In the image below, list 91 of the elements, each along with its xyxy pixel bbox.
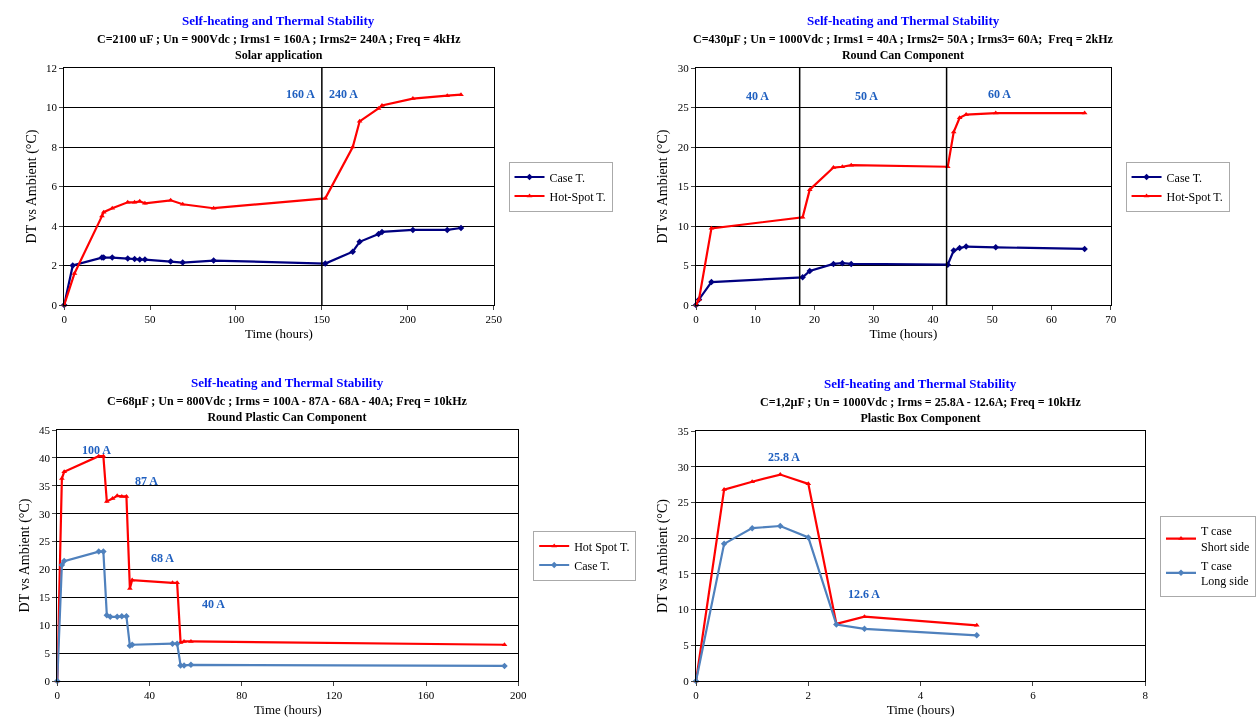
- x-tick-label: 10: [749, 313, 762, 326]
- x-tick-label: 50: [144, 313, 157, 326]
- y-tick-label: 0: [683, 298, 690, 311]
- y-tick-label: 45: [39, 423, 51, 436]
- x-tick-label: 60: [1045, 313, 1058, 326]
- x-tick-label: 50: [986, 313, 999, 326]
- annotation: 100 A: [82, 443, 112, 457]
- legend-label: Case T.: [1166, 170, 1203, 185]
- legend-label: Hot Spot T.: [574, 539, 630, 554]
- x-axis-title: Time (hours): [886, 701, 955, 717]
- y-tick-label: 6: [51, 180, 58, 193]
- x-tick-label: 120: [325, 689, 343, 702]
- y-axis-title: DT vs Ambient (°C): [655, 498, 672, 613]
- y-tick-label: 30: [677, 460, 690, 473]
- y-tick-label: 15: [677, 180, 690, 193]
- chart-title: Self-heating and Thermal Stability: [182, 13, 375, 28]
- y-tick-label: 20: [39, 563, 51, 576]
- legend-label: Case T.: [574, 558, 610, 573]
- x-tick-label: 40: [143, 689, 156, 702]
- chart-subtitle: C=430µF ; Un = 1000Vdc ; Irms1 = 40A ; Irms2= 50A ; Irms3= 60A; Freq = 2kHz Round Can Component: [693, 32, 1114, 62]
- x-tick-label: 6: [1030, 689, 1037, 702]
- annotation: 25.8 A: [768, 450, 801, 464]
- x-tick-label: 80: [236, 689, 248, 702]
- y-tick-label: 5: [44, 646, 51, 659]
- chart-subtitle: C=68µF ; Un = 800Vdc ; Irms = 100A - 87A - 68A - 40A; Freq = 10kHz Round Plastic Can Component: [107, 394, 468, 424]
- y-tick-label: 30: [39, 507, 51, 520]
- legend-label: Hot-Spot T.: [1166, 189, 1223, 204]
- y-tick-label: 0: [683, 674, 690, 687]
- x-tick-label: 4: [917, 689, 924, 702]
- x-axis-title: Time (hours): [869, 325, 938, 341]
- x-tick-label: 0: [61, 313, 68, 326]
- x-tick-label: 0: [693, 689, 700, 702]
- x-axis-title: Time (hours): [253, 701, 322, 717]
- y-tick-label: 30: [677, 61, 690, 74]
- x-tick-label: 30: [868, 313, 880, 326]
- x-tick-label: 150: [313, 313, 331, 326]
- x-tick-label: 0: [693, 313, 700, 326]
- y-axis-title: DT vs Ambient (°C): [655, 129, 672, 244]
- legend-label: Case T.: [549, 170, 586, 185]
- annotation: 40 A: [746, 89, 770, 103]
- y-tick-label: 20: [677, 140, 690, 153]
- y-tick-label: 35: [677, 424, 690, 437]
- y-tick-label: 25: [677, 496, 690, 509]
- chart-title: Self-heating and Thermal Stability: [824, 376, 1017, 391]
- annotation: 40 A: [202, 597, 226, 611]
- x-tick-label: 160: [417, 689, 435, 702]
- y-tick-label: 40: [39, 451, 51, 464]
- y-tick-label: 5: [683, 259, 690, 272]
- legend-label: T case Long side: [1201, 558, 1249, 589]
- x-tick-label: 250: [485, 313, 503, 326]
- annotation: 87 A: [135, 474, 159, 488]
- y-tick-label: 10: [45, 101, 58, 114]
- annotation: 50 A: [855, 89, 879, 103]
- y-tick-label: 0: [51, 298, 58, 311]
- x-tick-label: 200: [399, 313, 417, 326]
- y-tick-label: 8: [51, 140, 58, 153]
- x-tick-label: 2: [805, 689, 812, 702]
- x-tick-label: 100: [227, 313, 245, 326]
- annotation: 240 A: [329, 87, 359, 101]
- x-tick-label: 200: [510, 689, 528, 702]
- annotation: 68 A: [151, 551, 175, 565]
- x-tick-label: 8: [1142, 689, 1149, 702]
- y-tick-label: 4: [51, 219, 58, 232]
- y-tick-label: 25: [677, 101, 690, 114]
- y-tick-label: 15: [39, 591, 51, 604]
- y-tick-label: 5: [683, 639, 690, 652]
- y-axis-title: DT vs Ambient (°C): [23, 129, 40, 244]
- chart-title: Self-heating and Thermal Stability: [807, 13, 1000, 28]
- annotation: 12.6 A: [848, 587, 881, 601]
- chart-title: Self-heating and Thermal Stability: [191, 375, 384, 390]
- y-tick-label: 10: [677, 219, 690, 232]
- annotation: 160 A: [286, 87, 316, 101]
- x-axis-title: Time (hours): [245, 325, 313, 341]
- legend-label: Hot-Spot T.: [549, 189, 606, 204]
- chart-subtitle: C=1,2µF ; Un = 1000Vdc ; Irms = 25.8A - 12.6A; Freq = 10kHz Plastic Box Component: [760, 395, 1082, 425]
- y-tick-label: 20: [677, 531, 690, 544]
- y-tick-label: 10: [39, 619, 51, 632]
- y-tick-label: 2: [51, 259, 57, 272]
- y-tick-label: 25: [39, 535, 51, 548]
- chart-subtitle: C=2100 uF ; Un = 900Vdc ; Irms1 = 160A ; Irms2= 240A ; Freq = 4kHz Solar application: [97, 32, 462, 62]
- y-tick-label: 10: [677, 603, 690, 616]
- x-tick-label: 70: [1105, 313, 1117, 326]
- y-axis-title: DT vs Ambient (°C): [16, 498, 33, 613]
- y-tick-label: 15: [677, 567, 690, 580]
- y-tick-label: 0: [44, 674, 51, 687]
- y-tick-label: 35: [39, 479, 51, 492]
- legend-label: T case Short side: [1201, 524, 1250, 555]
- y-tick-label: 12: [45, 61, 57, 74]
- annotation: 60 A: [988, 87, 1012, 101]
- x-tick-label: 40: [927, 313, 939, 326]
- x-tick-label: 20: [808, 313, 821, 326]
